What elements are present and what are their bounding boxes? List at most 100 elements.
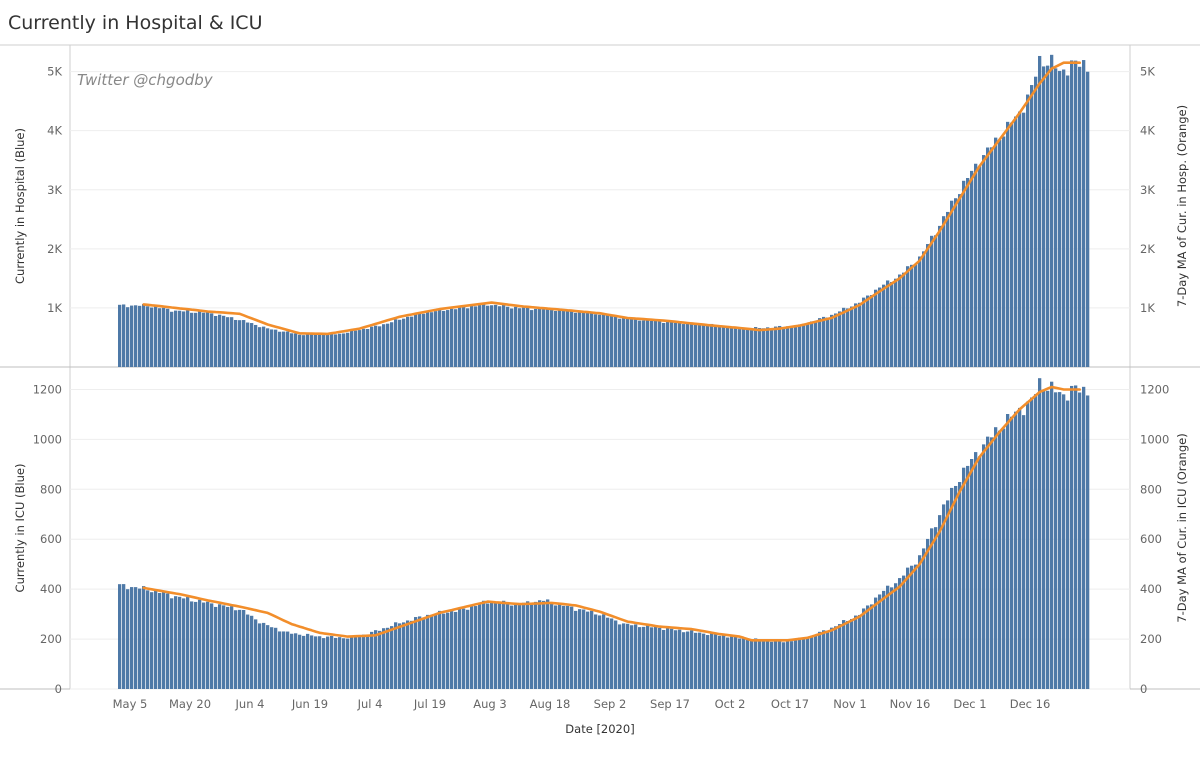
hospital-bar bbox=[698, 323, 702, 367]
icu-right-tick-label: 0 bbox=[1140, 682, 1147, 696]
hospital-bar bbox=[286, 331, 290, 367]
hospital-bar bbox=[734, 327, 738, 367]
hospital-bar bbox=[954, 198, 958, 367]
icu-bar bbox=[410, 620, 414, 689]
icu-bar bbox=[598, 615, 602, 689]
icu-bar bbox=[162, 592, 166, 689]
icu-bar bbox=[286, 631, 290, 689]
hospital-bar bbox=[190, 312, 194, 367]
icu-bar bbox=[782, 642, 786, 689]
hospital-bar bbox=[126, 307, 130, 367]
hospital-bar bbox=[738, 329, 742, 367]
hospital-bar bbox=[610, 315, 614, 367]
icu-bar bbox=[1042, 390, 1046, 689]
icu-bar bbox=[814, 635, 818, 689]
hospital-bar bbox=[174, 310, 178, 367]
icu-bar bbox=[730, 636, 734, 689]
hospital-bar bbox=[298, 334, 302, 367]
icu-bar bbox=[838, 624, 842, 689]
hospital-bar bbox=[894, 278, 898, 367]
icu-bar bbox=[418, 616, 422, 689]
hospital-bar bbox=[690, 322, 694, 367]
hospital-bar bbox=[1054, 68, 1058, 367]
hospital-bar bbox=[226, 317, 230, 367]
hospital-bar bbox=[346, 332, 350, 367]
icu-bar bbox=[978, 456, 982, 689]
hospital-bar bbox=[830, 314, 834, 367]
icu-bar bbox=[454, 611, 458, 689]
hospital-bar bbox=[1074, 60, 1078, 368]
hospital-bar bbox=[146, 306, 150, 367]
hospital-bar bbox=[366, 328, 370, 367]
hospital-bar bbox=[166, 308, 170, 367]
hospital-bar bbox=[898, 274, 902, 367]
icu-bar bbox=[726, 637, 730, 689]
icu-bar bbox=[942, 504, 946, 689]
icu-bar bbox=[490, 602, 494, 689]
hospital-bar bbox=[794, 326, 798, 367]
hospital-bar bbox=[866, 295, 870, 367]
hospital-bar bbox=[886, 280, 890, 367]
icu-bar bbox=[874, 597, 878, 689]
icu-bar bbox=[714, 634, 718, 689]
hospital-bar bbox=[426, 311, 430, 367]
axis-ticks: 1K 1K 2K 2K 3K 3K 4K 4K 5K 5K 0 0 200 200 400 400 600 600… bbox=[33, 65, 1170, 711]
hospital-bar bbox=[1030, 85, 1034, 368]
hospital-bar bbox=[798, 324, 802, 367]
icu-bar bbox=[982, 444, 986, 689]
hospital-bar bbox=[654, 320, 658, 367]
icu-bar bbox=[1046, 390, 1050, 689]
icu-bar bbox=[350, 635, 354, 689]
hospital-bar bbox=[422, 313, 426, 367]
hospital-bar bbox=[158, 308, 162, 367]
icu-bar bbox=[534, 601, 538, 689]
hospital-bar bbox=[414, 313, 418, 367]
icu-bar bbox=[606, 617, 610, 689]
hospital-bar bbox=[442, 310, 446, 367]
icu-right-tick-label: 600 bbox=[1140, 532, 1162, 546]
icu-bar bbox=[498, 603, 502, 689]
icu-bar bbox=[430, 614, 434, 689]
hospital-bar bbox=[790, 326, 794, 367]
icu-bar bbox=[378, 630, 382, 689]
icu-bar bbox=[506, 603, 510, 689]
icu-bar bbox=[586, 611, 590, 689]
hospital-bar bbox=[206, 311, 210, 367]
hospital-bar bbox=[722, 326, 726, 367]
hospital-bar bbox=[774, 326, 778, 367]
hospital-bar bbox=[678, 322, 682, 367]
hospital-bar bbox=[538, 308, 542, 367]
hospital-bar bbox=[1058, 70, 1062, 367]
icu-bar bbox=[854, 615, 858, 689]
icu-bar bbox=[474, 606, 478, 689]
icu-bar bbox=[406, 620, 410, 689]
hospital-bar bbox=[382, 324, 386, 367]
icu-bar bbox=[450, 611, 454, 689]
hospital-bar bbox=[1010, 122, 1014, 367]
hospital-bar bbox=[150, 307, 154, 367]
icu-bar bbox=[386, 627, 390, 689]
hospital-bar bbox=[274, 329, 278, 367]
icu-bar bbox=[994, 427, 998, 689]
icu-bar bbox=[578, 609, 582, 689]
icu-bar bbox=[938, 515, 942, 689]
hospital-bar bbox=[630, 319, 634, 367]
hospital-bar bbox=[466, 308, 470, 367]
hospital-bar bbox=[726, 327, 730, 367]
hospital-bar bbox=[290, 333, 294, 367]
icu-bar bbox=[962, 467, 966, 689]
icu-bar bbox=[1066, 400, 1070, 689]
hospital-bar bbox=[230, 317, 234, 367]
watermark-text: Twitter @chgodby bbox=[77, 71, 214, 89]
hospital-bar bbox=[394, 319, 398, 367]
icu-bar bbox=[370, 631, 374, 689]
hospital-bar bbox=[926, 244, 930, 367]
hospital-bar bbox=[386, 323, 390, 367]
hospital-bar bbox=[806, 323, 810, 367]
hospital-bar bbox=[906, 266, 910, 367]
icu-bar bbox=[850, 618, 854, 689]
hospital-bar bbox=[418, 312, 422, 367]
hospital-bar bbox=[862, 297, 866, 367]
hospital-bar bbox=[638, 320, 642, 367]
icu-bar bbox=[878, 594, 882, 689]
